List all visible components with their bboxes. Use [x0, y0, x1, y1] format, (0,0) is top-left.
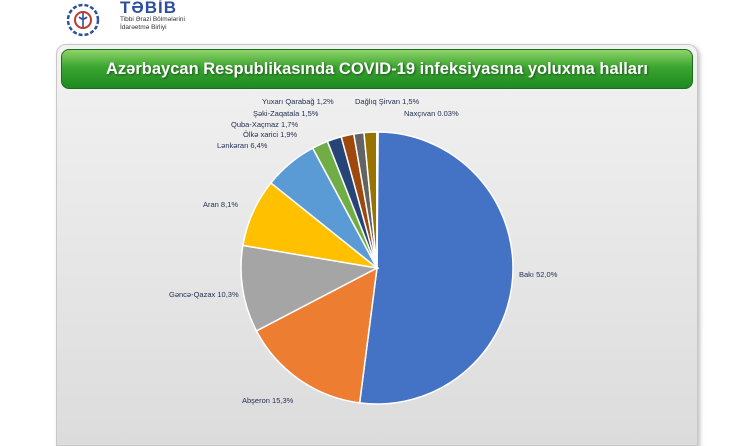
- chart-title-banner: Azərbaycan Respublikasında COVID-19 infe…: [61, 49, 693, 89]
- chart-panel: Azərbaycan Respublikasında COVID-19 infe…: [56, 44, 698, 446]
- slice-label: Bakı 52,0%: [519, 270, 558, 279]
- tebib-logo: TƏBİB Tibbi Ərazi Bölmələrini İdarəetmə …: [62, 0, 212, 40]
- logo-title: TƏBİB: [120, 0, 178, 17]
- tebib-emblem-icon: [66, 3, 100, 37]
- pie-slice: [375, 131, 379, 269]
- pie-slice: [358, 131, 514, 405]
- pie-slice: [255, 266, 378, 404]
- slice-label: Yuxarı Qarabağ 1,2%: [262, 97, 334, 106]
- chart-title: Azərbaycan Respublikasında COVID-19 infe…: [106, 59, 648, 78]
- pie-slice: [240, 244, 380, 332]
- pie-chart: Bakı 52,0% Abşeron 15,3% Gəncə-Qazax 10,3%…: [169, 97, 558, 405]
- slice-label: Quba-Xaçmaz 1,7%: [231, 120, 298, 129]
- logo-subtitle-line2: İdarəetmə Birliyi: [120, 24, 167, 31]
- slice-label: Dağlıq Şirvan 1,5%: [355, 97, 420, 106]
- slice-label: Abşeron 15,3%: [242, 396, 294, 405]
- logo-subtitle: Tibbi Ərazi Bölmələrini İdarəetmə Birliy…: [120, 16, 200, 32]
- slice-label: Aran 8,1%: [203, 200, 238, 209]
- slice-label: Şəki-Zaqatala 1,5%: [253, 109, 319, 118]
- logo-subtitle-line1: Tibbi Ərazi Bölmələrini: [120, 16, 185, 23]
- slice-label: Ölkə xarici 1,9%: [243, 130, 298, 139]
- slice-label: Lənkəran 6,4%: [217, 141, 268, 150]
- slice-label: Gəncə-Qazax 10,3%: [169, 290, 239, 299]
- slice-label: Naxçıvan 0.03%: [404, 109, 459, 118]
